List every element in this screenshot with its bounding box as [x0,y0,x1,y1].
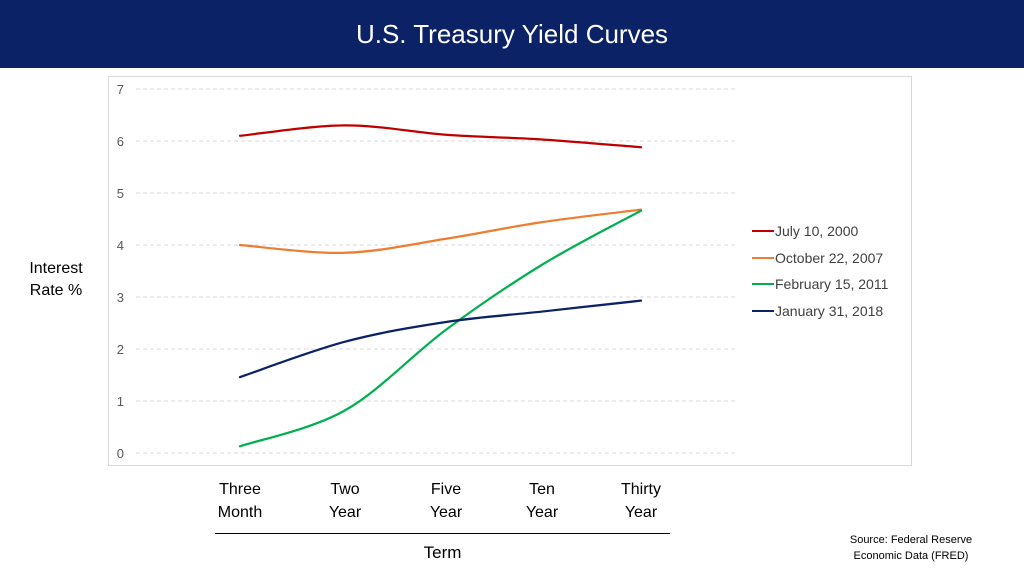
legend-label: July 10, 2000 [775,223,859,240]
y-axis-label-line1: Interest [29,260,83,277]
source-note: Source: Federal Reserve Economic Data (F… [836,532,986,564]
x-axis-title: Term [423,543,462,562]
y-tick-label: 4 [117,238,124,253]
y-axis-label: Interest Rate % [18,258,94,302]
series-line-2 [238,209,643,448]
y-axis-label-line2: Rate % [29,282,83,299]
x-tick-label: Thirty Year [621,481,661,521]
x-tick-label: Five Year [429,481,463,521]
legend-item: February 15, 2011 [752,271,888,298]
x-tick-label: Three Month [217,481,263,521]
chart-legend: July 10, 2000 October 22, 2007 February 15… [752,218,888,324]
series-line-1 [238,208,643,255]
series-line-0 [238,124,643,149]
x-axis-title-rule [215,533,670,534]
chart-frame [108,76,912,466]
y-tick-label: 7 [117,82,124,97]
y-tick-label: 3 [117,290,124,305]
y-tick-label: 0 [117,446,124,461]
chart-title: U.S. Treasury Yield Curves [355,18,669,49]
source-line1: Source: Federal Reserve [849,534,973,546]
x-tick-label: Two Year [328,481,362,521]
y-tick-label: 5 [117,186,124,201]
legend-item: January 31, 2018 [752,298,888,325]
y-tick-label: 6 [117,134,124,149]
legend-label: February 15, 2011 [775,276,889,293]
legend-label: October 22, 2007 [775,249,884,266]
legend-label: January 31, 2018 [775,302,884,319]
x-tick-label: Ten Year [525,481,559,521]
source-line2: Economic Data (FRED) [853,550,969,562]
legend-item: July 10, 2000 [752,218,888,245]
legend-swatch [752,283,774,286]
legend-swatch [752,309,774,312]
legend-swatch [752,256,774,259]
y-tick-label: 1 [117,394,124,409]
title-banner: U.S. Treasury Yield Curves [0,0,1024,68]
legend-swatch [752,230,774,233]
legend-item: October 22, 2007 [752,245,888,272]
y-tick-label: 2 [117,342,124,357]
series-line-3 [238,299,643,379]
